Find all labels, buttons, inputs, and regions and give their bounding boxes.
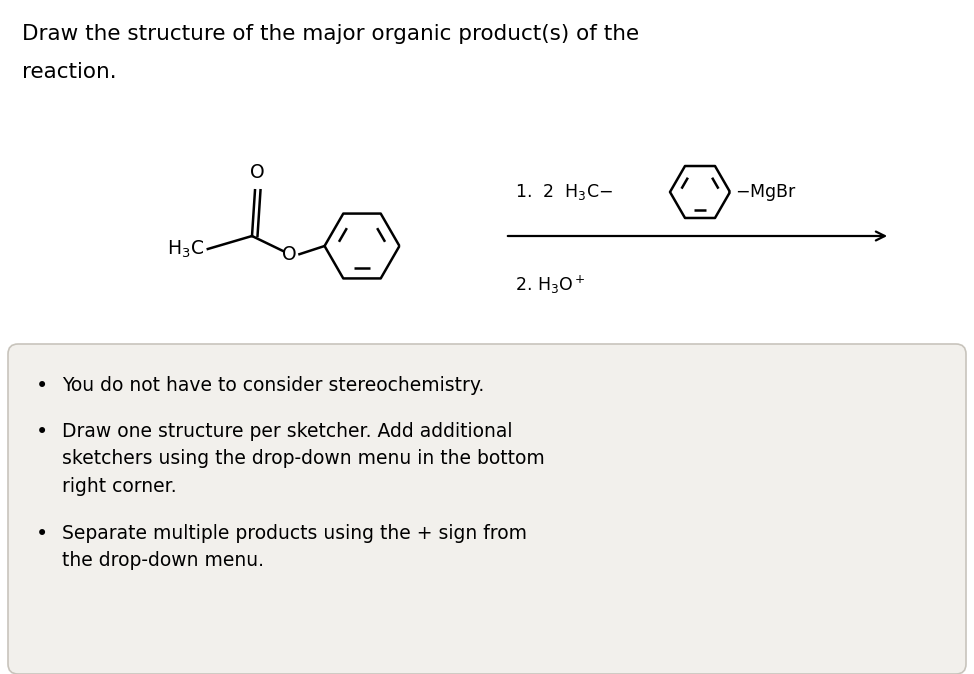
Text: 1.  2  H$_3$C$-$: 1. 2 H$_3$C$-$ <box>515 182 613 202</box>
Text: Draw one structure per sketcher. Add additional
sketchers using the drop-down me: Draw one structure per sketcher. Add add… <box>62 422 544 495</box>
Text: •: • <box>36 376 48 396</box>
Text: O: O <box>282 245 297 264</box>
Text: O: O <box>250 163 265 182</box>
Text: 2. H$_3$O$^+$: 2. H$_3$O$^+$ <box>515 274 585 297</box>
Text: You do not have to consider stereochemistry.: You do not have to consider stereochemis… <box>62 376 484 395</box>
Text: •: • <box>36 422 48 442</box>
Text: Separate multiple products using the + sign from
the drop-down menu.: Separate multiple products using the + s… <box>62 524 527 570</box>
Text: H$_3$C: H$_3$C <box>167 239 204 259</box>
Text: •: • <box>36 524 48 544</box>
Text: Draw the structure of the major organic product(s) of the: Draw the structure of the major organic … <box>22 24 639 44</box>
FancyBboxPatch shape <box>8 344 966 674</box>
Text: reaction.: reaction. <box>22 62 117 82</box>
Text: $-$MgBr: $-$MgBr <box>735 181 797 202</box>
